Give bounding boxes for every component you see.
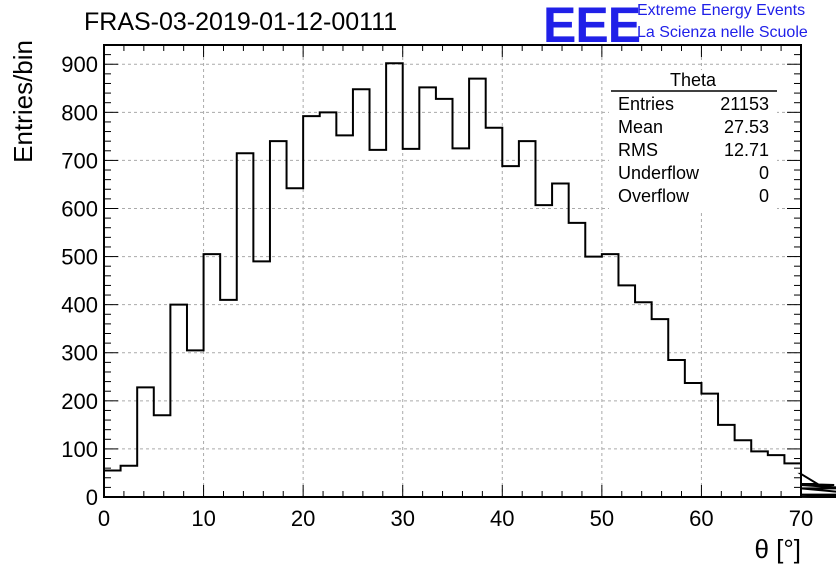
stats-box-background [609, 70, 777, 212]
y-tick-label-300: 300 [61, 341, 98, 366]
stats-rows: Entries 21153 Mean 27.53 RMS 12.71 Underflow 0 O… [618, 94, 769, 206]
x-tick-label-60: 60 [689, 506, 713, 531]
chart-title: FRAS-03-2019-01-12-00111 [84, 8, 398, 36]
stats-box-title: Theta [670, 70, 717, 90]
stat-value-underflow: 0 [759, 163, 769, 183]
eee-logo: EEE [543, 0, 641, 53]
y-tick-label-400: 400 [61, 293, 98, 318]
x-tick-label-70: 70 [789, 506, 813, 531]
histogram-line [103, 62, 836, 498]
y-axis-title: Entries/bin [8, 40, 38, 163]
x-tick-label-50: 50 [590, 506, 614, 531]
brand-line-1: Extreme Energy Events [637, 2, 806, 19]
y-tick-label-100: 100 [61, 437, 98, 462]
y-tick-label-200: 200 [61, 389, 98, 414]
stat-value-overflow: 0 [759, 186, 769, 206]
stat-value-mean: 27.53 [724, 117, 769, 137]
stat-label-mean: Mean [618, 117, 663, 137]
x-tick-labels: 0 10 20 30 40 50 60 70 [98, 506, 813, 531]
y-tick-labels: 0 100 200 300 400 500 600 700 800 900 [61, 52, 98, 510]
axis-ticks [103, 44, 802, 498]
stat-value-rms: 12.71 [724, 140, 769, 160]
x-tick-label-0: 0 [98, 506, 110, 531]
x-tick-label-30: 30 [390, 506, 414, 531]
x-tick-label-20: 20 [291, 506, 315, 531]
stat-label-entries: Entries [618, 94, 674, 114]
y-tick-label-500: 500 [61, 245, 98, 270]
brand-line-2: La Scienza nelle Scuole [637, 24, 808, 41]
stat-value-entries: 21153 [720, 94, 769, 114]
plot-frame [103, 44, 802, 498]
y-tick-label-800: 800 [61, 100, 98, 125]
stat-label-underflow: Underflow [618, 163, 700, 183]
stat-label-overflow: Overflow [618, 186, 690, 206]
y-tick-label-900: 900 [61, 52, 98, 77]
x-tick-label-10: 10 [191, 506, 215, 531]
x-tick-label-40: 40 [490, 506, 514, 531]
y-tick-label-0: 0 [86, 485, 98, 510]
y-tick-label-600: 600 [61, 196, 98, 221]
grid-lines [104, 45, 801, 497]
x-axis-title: θ [°] [754, 534, 801, 564]
stats-box: Theta Entries 21153 Mean 27.53 RMS 12.71 Under… [609, 70, 777, 212]
histogram-series [103, 62, 836, 498]
y-tick-label-700: 700 [61, 148, 98, 173]
stat-label-rms: RMS [618, 140, 658, 160]
